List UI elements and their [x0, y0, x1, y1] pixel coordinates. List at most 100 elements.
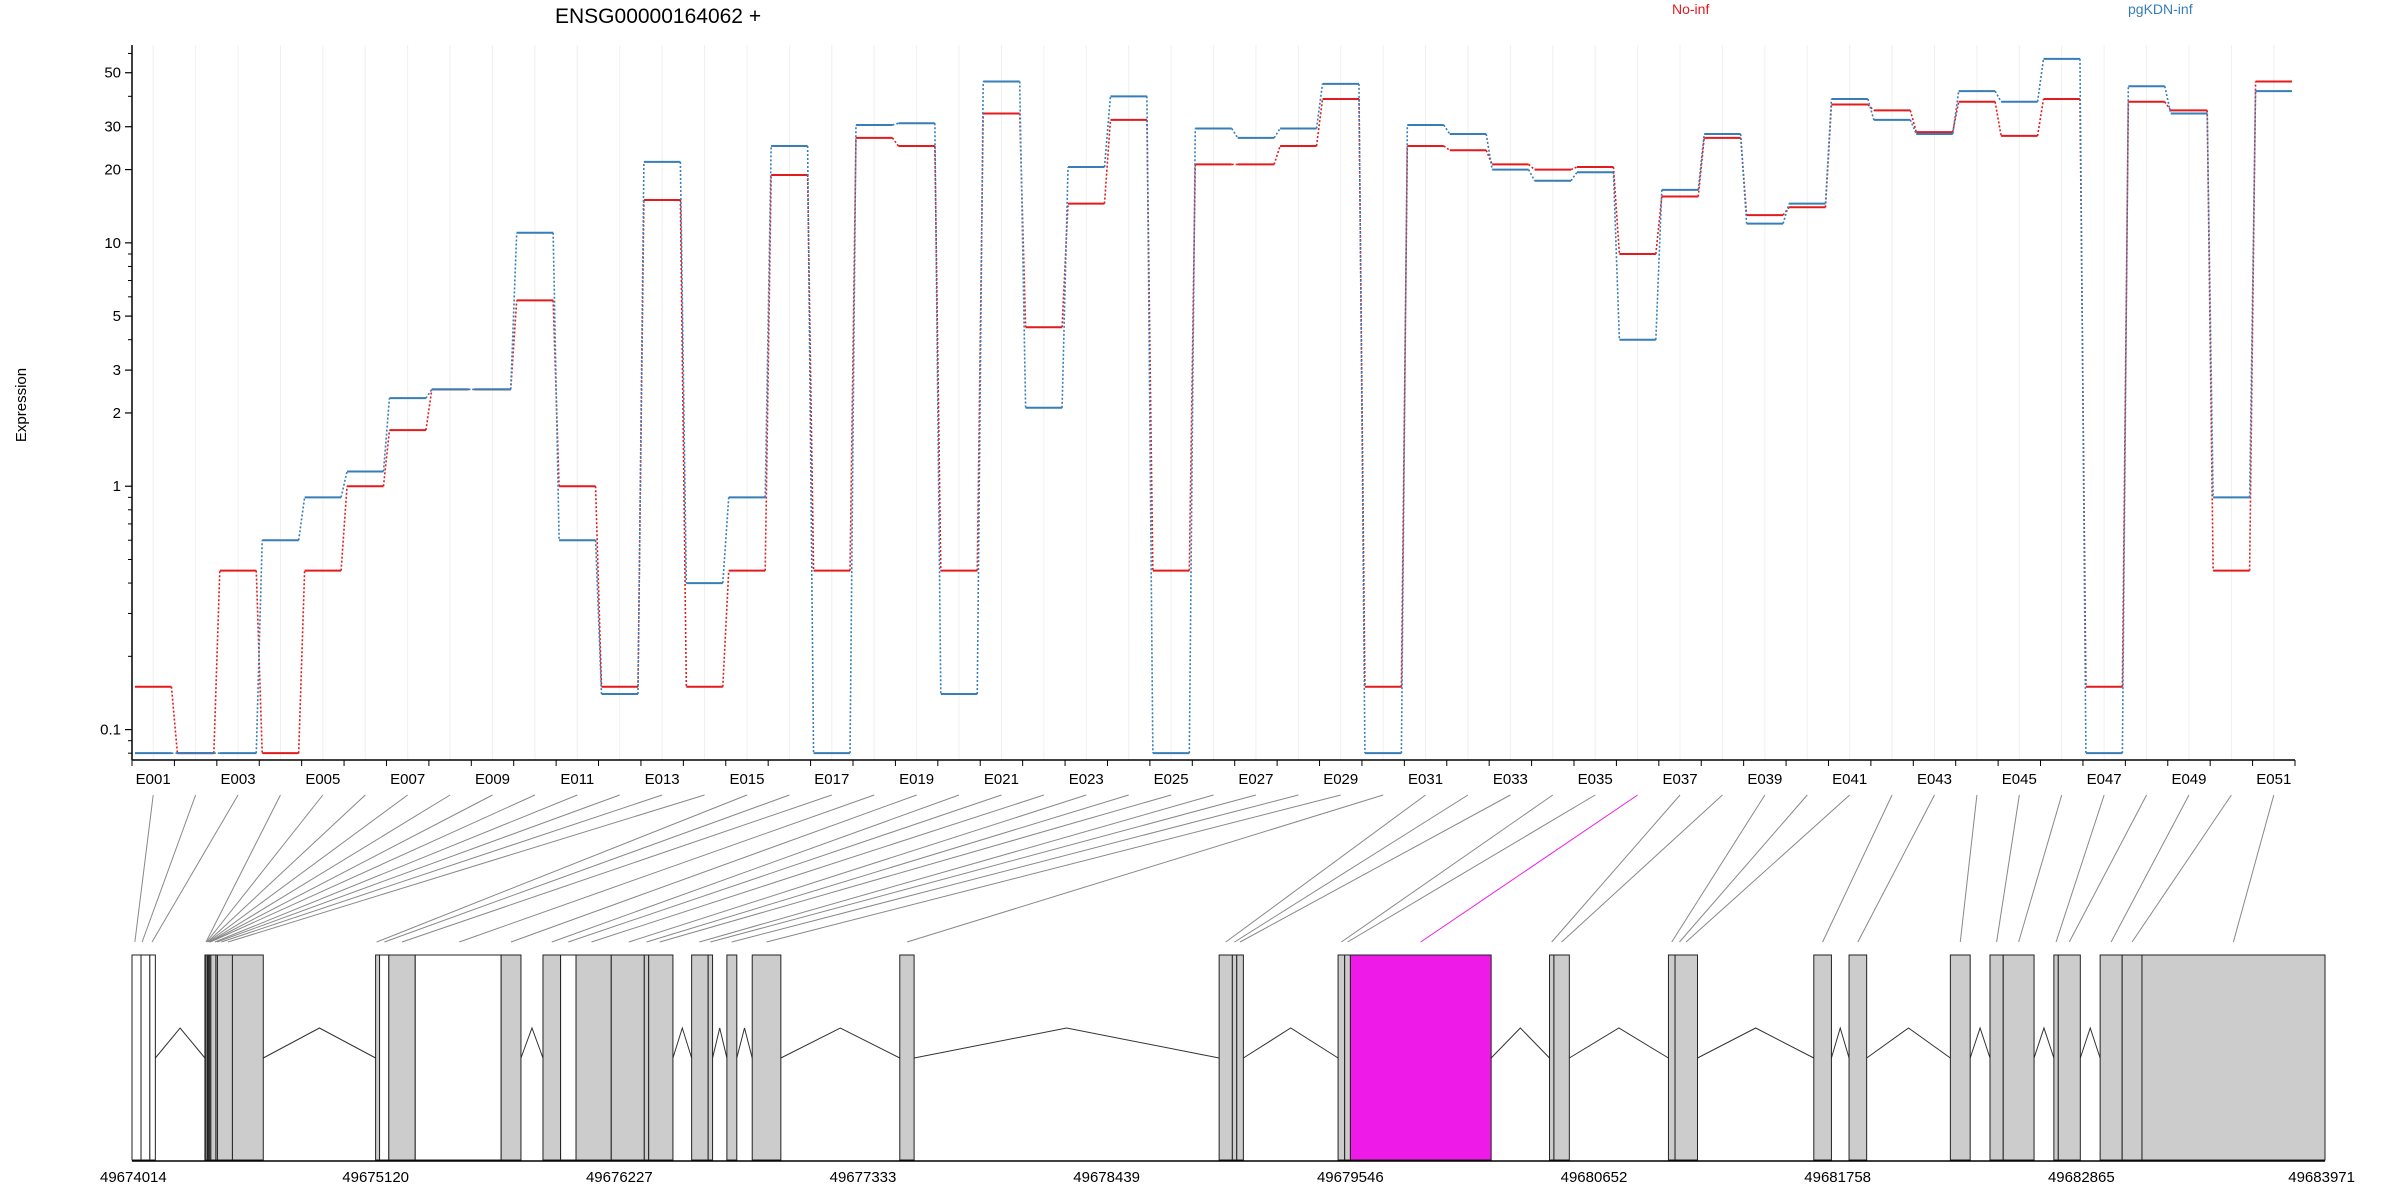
x-tick-label: E001: [136, 771, 171, 788]
series-connector: [2036, 58, 2045, 102]
x-tick-label: E049: [2171, 771, 2206, 788]
series-lines: [134, 57, 2293, 755]
exon-box: [1337, 954, 1346, 1161]
exon-box: [1549, 954, 1555, 1161]
exon-connector: [710, 794, 1257, 943]
y-tick-label: 1: [113, 478, 121, 495]
series-connector: [297, 497, 306, 541]
exon-connector: [1679, 794, 1808, 943]
exon-connector: [209, 794, 493, 943]
exon-box: [560, 954, 577, 1161]
genomic-coordinate-axis: 49674014 49675120 49676227 49677333 49678439…: [100, 1160, 2355, 1186]
series-connector: [1358, 83, 1366, 754]
exon-box: [610, 954, 645, 1161]
exon-connector: [1561, 794, 1723, 943]
exon-connector: [1420, 794, 1638, 943]
series-connector: [340, 471, 348, 498]
exon-connector: [2131, 794, 2232, 943]
series-connector: [849, 124, 857, 754]
exon-connector: [646, 794, 1129, 943]
series-connector: [679, 199, 688, 687]
series-connector: [891, 137, 900, 147]
exon-connector: [568, 794, 1002, 943]
exon-box: [1989, 954, 2004, 1161]
exon-box: [643, 954, 650, 1161]
exon-box: [140, 954, 151, 1161]
exon-connector-lines: [134, 794, 2275, 943]
series-connector: [1824, 98, 1833, 204]
series-connector: [1061, 203, 1069, 328]
intron-line: [1866, 1027, 1951, 1059]
exon-box: [2121, 954, 2143, 1161]
exon-connector: [628, 794, 1087, 943]
coordinate-tick-label: 49677333: [830, 1169, 897, 1186]
x-tick-label: E027: [1238, 771, 1273, 788]
series-connector: [170, 686, 179, 754]
exon-connector: [384, 794, 790, 943]
exon-connector: [401, 794, 832, 943]
series-connector: [1146, 96, 1154, 754]
exon-box: [1344, 954, 1351, 1161]
exon-connector: [2068, 794, 2148, 943]
exon-connector: [151, 794, 239, 943]
legend-entry-no-inf: No-inf: [1672, 1, 1709, 17]
exon-connector: [1239, 794, 1511, 943]
exon-connector: [206, 794, 324, 943]
x-tick-label: E051: [2256, 771, 2291, 788]
series-connector: [2248, 81, 2257, 571]
series-connector: [1612, 166, 1621, 255]
gene-model: [131, 954, 2326, 1161]
intron-line: [520, 1026, 544, 1059]
exon-box: [899, 954, 915, 1161]
exon-connector: [2232, 794, 2275, 943]
exon-connector: [510, 794, 917, 943]
coordinate-tick-label: 49680652: [1561, 1169, 1628, 1186]
series-connector: [1570, 166, 1578, 171]
y-tick-label: 20: [104, 162, 121, 179]
exon-connector: [1347, 794, 1596, 943]
series-connector: [255, 570, 264, 754]
series-connector: [1951, 91, 1960, 135]
series-connector: [1443, 124, 1451, 135]
x-tick-label: E029: [1323, 771, 1358, 788]
intron-line: [263, 1027, 376, 1059]
x-tick-label: E033: [1493, 771, 1528, 788]
exon-connector: [2055, 794, 2105, 943]
exon-connector: [141, 794, 197, 943]
y-tick-label: 30: [104, 119, 121, 136]
exon-box: [2057, 954, 2081, 1161]
series-connector: [255, 540, 264, 754]
intron-line: [736, 1027, 753, 1059]
exon-box: [1218, 954, 1233, 1161]
x-tick-label: E025: [1154, 771, 1189, 788]
exon-connector: [208, 794, 451, 943]
x-tick-label: E023: [1069, 771, 1104, 788]
intron-line: [2079, 1026, 2101, 1059]
coordinate-tick-label: 49678439: [1073, 1169, 1140, 1186]
exon-connector: [214, 794, 578, 943]
exon-box: [2141, 954, 2326, 1161]
exon-box: [726, 954, 738, 1161]
exon-connector: [1857, 794, 1935, 943]
series-connector: [1697, 133, 1705, 190]
series-connector: [1103, 119, 1112, 204]
series-connector: [892, 122, 899, 126]
exon-box: [542, 954, 562, 1161]
exon-connector: [207, 794, 366, 943]
series-connector: [594, 486, 603, 687]
series-connector: [1443, 145, 1451, 151]
series-connector: [1528, 163, 1536, 171]
x-tick-label: E011: [560, 771, 594, 788]
exon-connector: [1685, 794, 1851, 943]
intron-line: [1697, 1027, 1815, 1059]
exon-box: [1236, 954, 1244, 1161]
series-connector: [1273, 128, 1281, 139]
exon-connector: [1959, 794, 1978, 943]
gridlines: [152, 45, 2275, 760]
exon-connector: [210, 794, 536, 943]
exon-connector: [551, 794, 960, 943]
exon-box: [575, 954, 612, 1161]
legend-entry-pgkdn-inf: pgKDN-inf: [2128, 1, 2193, 17]
series-connector: [1315, 83, 1324, 129]
series-connector: [2164, 101, 2172, 111]
